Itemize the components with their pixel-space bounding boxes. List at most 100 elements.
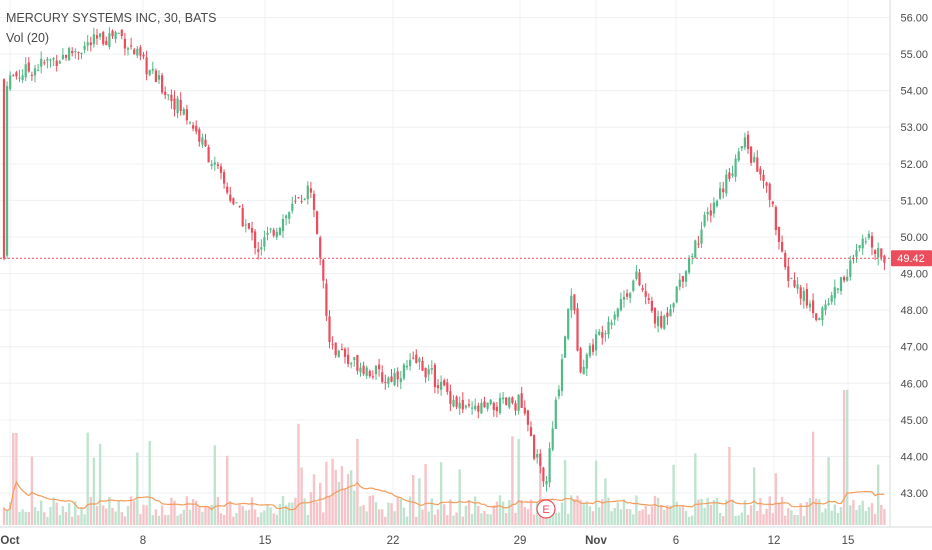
candle-body: [564, 336, 567, 358]
candle-body: [691, 256, 694, 258]
candle-body: [461, 400, 464, 410]
volume-bar: [216, 497, 220, 525]
candle-body: [322, 259, 325, 281]
price-tick-label: 53.00: [900, 122, 928, 134]
candle-body: [130, 45, 133, 47]
volume-bar: [579, 499, 582, 525]
earnings-marker[interactable]: E: [536, 499, 556, 519]
candle-body: [114, 32, 117, 40]
candle-body: [185, 109, 188, 121]
volume-bar: [697, 499, 700, 525]
candle-body: [579, 348, 582, 373]
candle-body: [573, 294, 576, 311]
volume-bar: [765, 508, 768, 525]
candle-body: [616, 308, 619, 317]
volume-bar: [842, 390, 846, 525]
volume-bar: [9, 502, 12, 525]
volume-bar: [452, 515, 455, 525]
candle-body: [92, 34, 95, 45]
volume-bar: [722, 516, 725, 525]
volume-bar: [839, 507, 843, 525]
candle-body: [198, 129, 201, 142]
candle-body: [675, 286, 678, 303]
candle-body: [139, 47, 142, 56]
price-axis[interactable]: 56.00 55.00 54.00 53.00 52.00 51.00 50.00 49.00…: [900, 13, 928, 501]
candle-body: [650, 300, 653, 311]
candle-body: [753, 156, 756, 163]
volume-bar: [477, 505, 480, 525]
volume-bar: [461, 516, 464, 525]
volume-bar: [557, 512, 561, 525]
candle-body: [136, 48, 139, 56]
candle-body: [2, 79, 6, 259]
candle-body: [471, 407, 474, 409]
candle-body: [728, 172, 731, 179]
candle-body: [824, 304, 827, 311]
volume-bar: [182, 509, 185, 525]
volume-bar: [322, 512, 325, 525]
candle-body: [303, 198, 306, 200]
volume-bar: [480, 513, 483, 525]
candle-body: [495, 406, 498, 412]
candle-body: [610, 322, 613, 325]
candle-body: [55, 60, 58, 66]
candle-body: [511, 397, 514, 404]
volume-indicator-label[interactable]: Vol (20): [6, 31, 50, 45]
volume-bar: [337, 482, 340, 525]
candle-body: [337, 350, 340, 357]
volume-bar: [297, 423, 300, 525]
candle-body: [40, 58, 43, 67]
candle-body: [229, 194, 232, 201]
candle-body: [756, 157, 759, 172]
volume-bar: [95, 505, 99, 525]
volume-bar: [858, 505, 861, 525]
volume-bar: [288, 502, 291, 525]
volume-bar: [777, 502, 781, 525]
candle-body: [746, 134, 750, 149]
volume-bar: [598, 507, 601, 525]
candle-body: [402, 364, 405, 379]
volume-bar: [117, 500, 120, 525]
candle-body: [390, 376, 393, 382]
volume-bar: [67, 503, 71, 525]
candle-body: [356, 355, 359, 371]
volume-bar: [622, 499, 626, 525]
candle-body: [210, 164, 213, 166]
candle-body: [12, 75, 15, 77]
volume-bar: [734, 515, 737, 525]
candle-body: [443, 380, 446, 386]
candle-body: [836, 288, 839, 290]
volume-bar: [629, 509, 632, 525]
candle-body: [83, 45, 86, 50]
volume-bar: [663, 509, 666, 525]
volume-bar: [691, 515, 694, 525]
volume-bar: [396, 497, 399, 525]
volume-bar: [576, 495, 579, 525]
volume-bar: [173, 500, 176, 525]
price-tick-label: 50.00: [900, 232, 928, 244]
volume-bar: [123, 516, 127, 525]
candle-body: [250, 227, 254, 233]
candle-body: [688, 258, 691, 273]
volume-bar: [133, 501, 136, 525]
volume-bar: [263, 510, 266, 525]
volume-bar: [706, 497, 709, 525]
candle-body: [43, 62, 46, 64]
candle-body: [71, 50, 74, 54]
time-axis[interactable]: Oct 8 15 22 29 Nov 6 12 15: [0, 535, 854, 547]
price-tick-label: 43.00: [900, 488, 928, 500]
volume-bar: [725, 499, 728, 525]
candle-body: [440, 381, 443, 390]
volume-bars: [2, 390, 886, 525]
volume-bar: [164, 514, 167, 525]
volume-bar: [464, 505, 468, 525]
candle-body: [27, 62, 30, 72]
candle-body: [126, 48, 130, 50]
candle-body: [319, 237, 322, 258]
volume-bar: [294, 497, 297, 525]
candle-body: [350, 363, 353, 365]
volume-bar: [266, 503, 269, 525]
candle-body: [244, 224, 247, 226]
chart-legend: MERCURY SYSTEMS INC, 30, BATS Vol (20): [6, 8, 216, 48]
